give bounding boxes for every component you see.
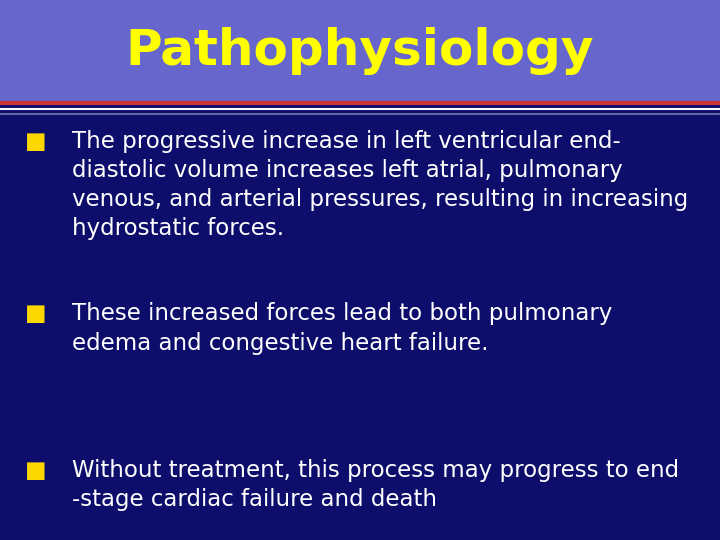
- Text: Pathophysiology: Pathophysiology: [126, 28, 594, 75]
- Text: ■: ■: [25, 459, 47, 482]
- Text: ■: ■: [25, 302, 47, 326]
- Text: The progressive increase in left ventricular end-
diastolic volume increases lef: The progressive increase in left ventric…: [72, 130, 688, 240]
- Text: ■: ■: [25, 130, 47, 153]
- Text: Without treatment, this process may progress to end
-stage cardiac failure and d: Without treatment, this process may prog…: [72, 459, 679, 511]
- Text: These increased forces lead to both pulmonary
edema and congestive heart failure: These increased forces lead to both pulm…: [72, 302, 613, 355]
- FancyBboxPatch shape: [0, 0, 720, 103]
